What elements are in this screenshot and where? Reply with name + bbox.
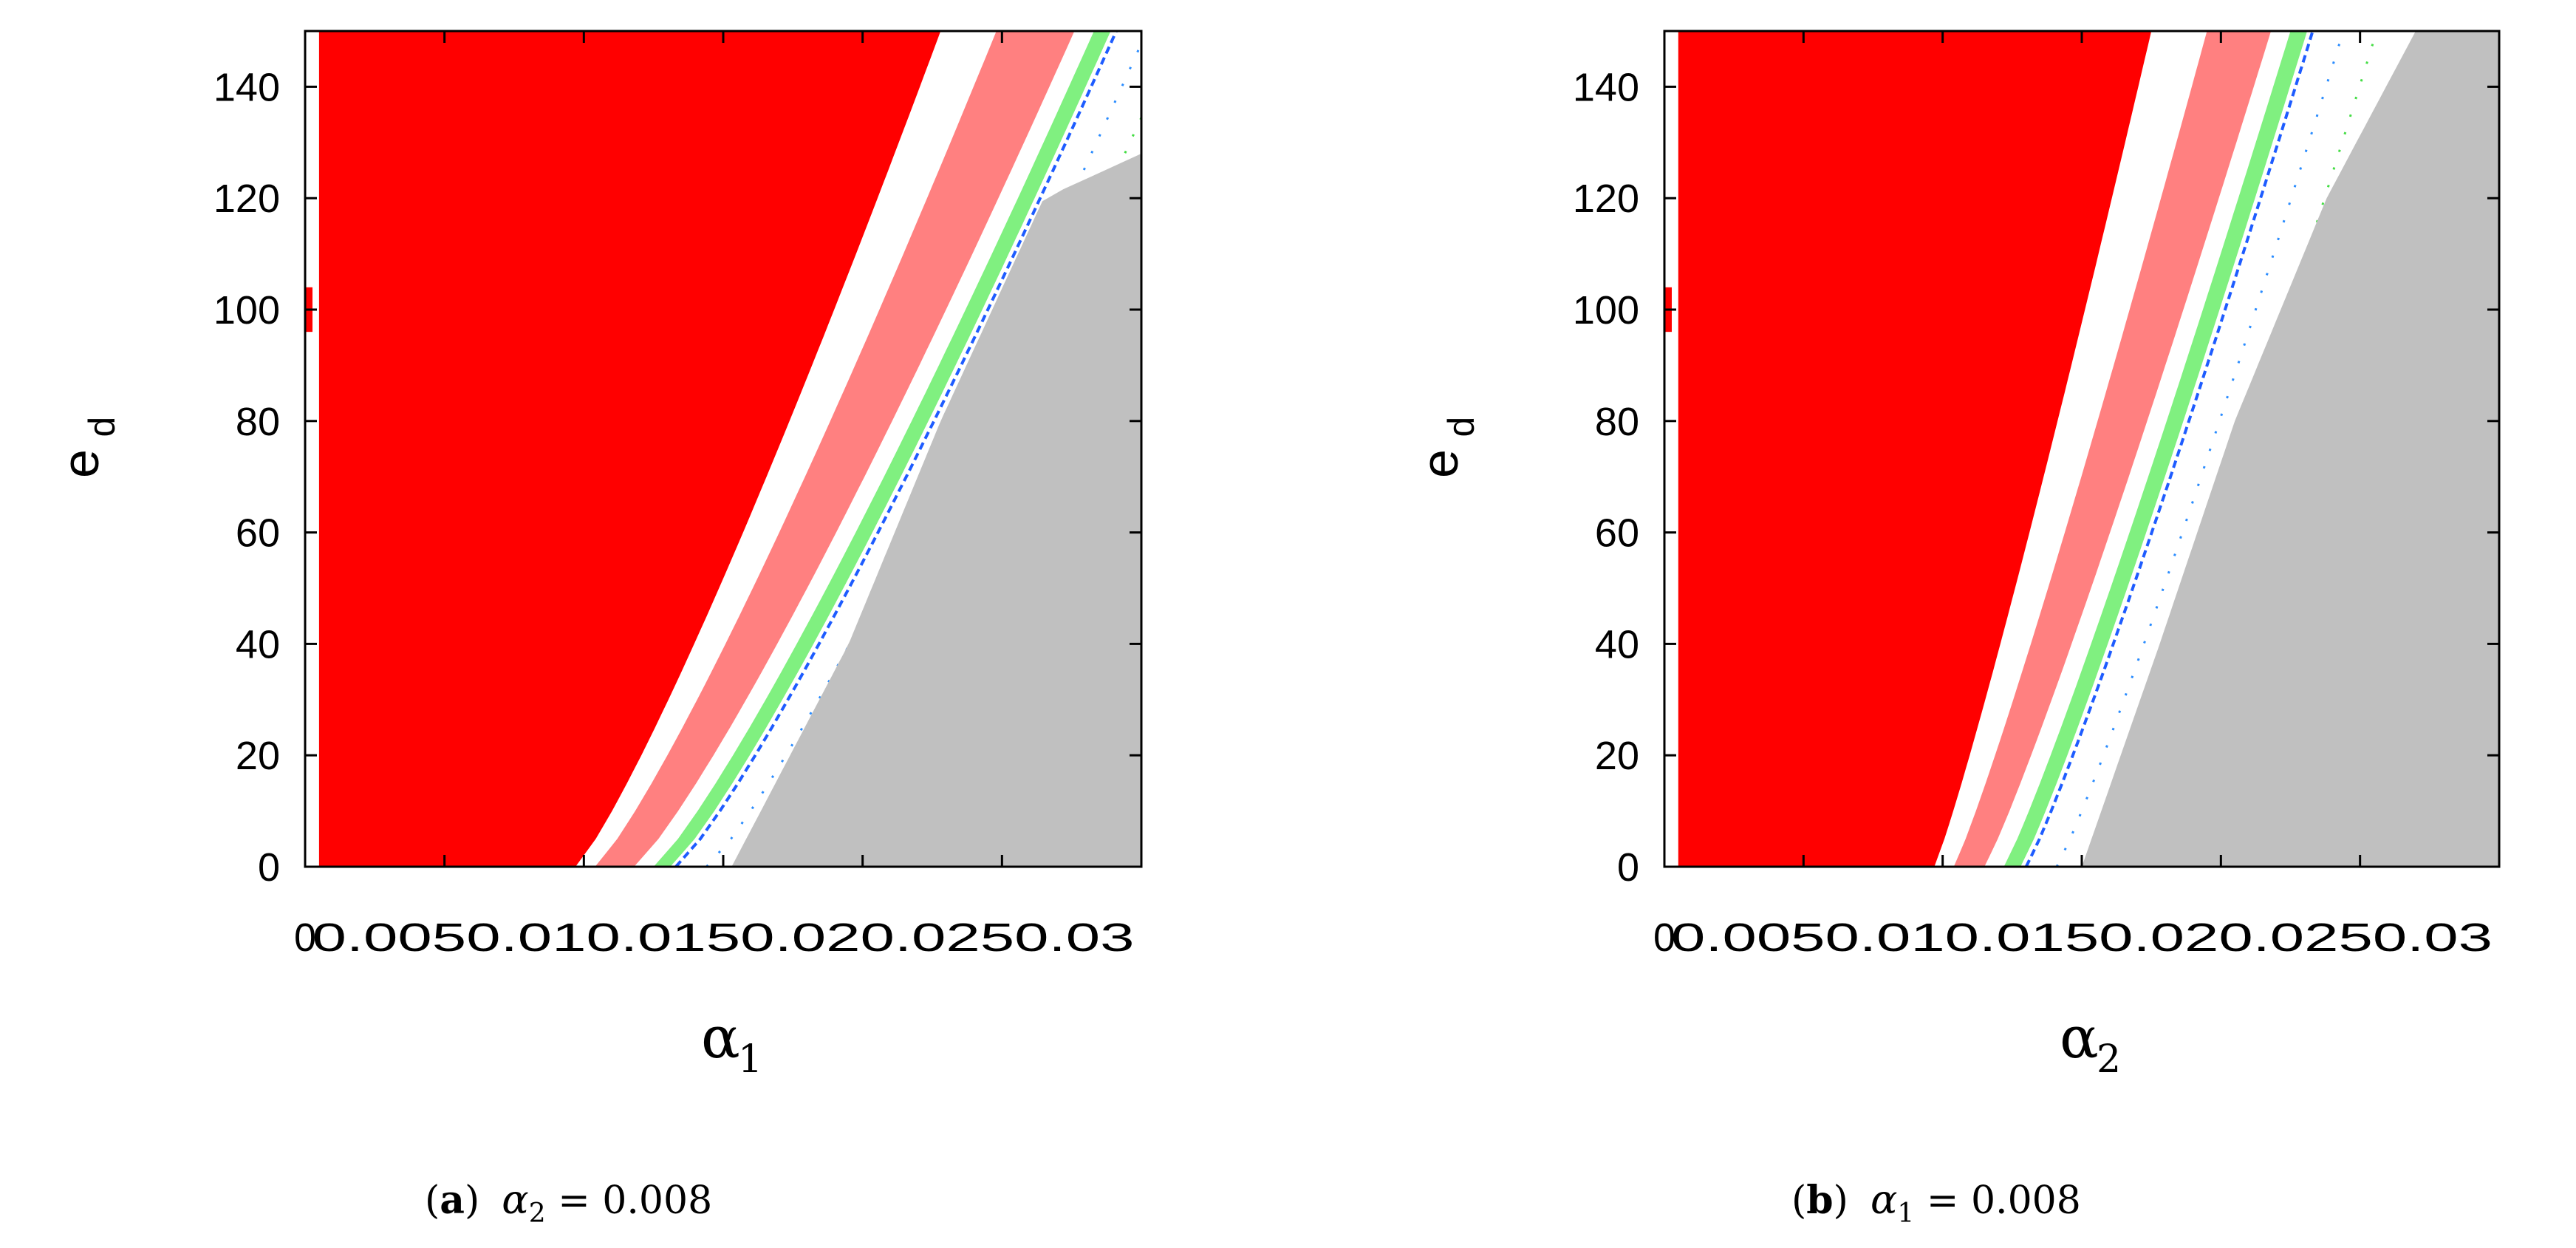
y-axis-label-sub: d [81, 417, 123, 437]
caption-letter: a [440, 1178, 465, 1223]
region-green [2003, 31, 2308, 867]
y-tick-label: 40 [236, 622, 280, 666]
panel-caption: (a) α2 = 0.008 [425, 1176, 712, 1229]
y-tick-label: 100 [213, 288, 280, 333]
y-tick-label: 0 [1617, 845, 1639, 890]
x-axis-label: α [701, 1005, 740, 1071]
x-axis-label-sub: 2 [2097, 1037, 2121, 1082]
y-tick-label: 80 [1595, 400, 1639, 444]
region-red [1678, 31, 2152, 867]
y-tick-label: 0 [258, 845, 280, 890]
caption-letter: b [1806, 1178, 1833, 1223]
x-tick-label: 0 [1653, 915, 1675, 960]
y-axis-label-sub: d [1441, 417, 1482, 437]
boundary-blue [2024, 31, 2314, 867]
y-tick-label: 20 [1595, 734, 1639, 778]
panel-b: 02040608010012014000.0050.010.0150.020.0… [1411, 30, 2501, 1229]
y-tick-label: 40 [1595, 622, 1639, 666]
y-axis-label: ed [1411, 417, 1482, 478]
region-grey [731, 153, 1141, 867]
caption-value: = 0.008 [546, 1179, 713, 1223]
y-tick-label: 120 [213, 177, 280, 221]
y-tick-label: 60 [236, 511, 280, 556]
y-tick-label: 120 [1573, 177, 1639, 221]
caption-var: α [1870, 1176, 1897, 1223]
plot-area-b [1664, 31, 2499, 867]
x-axis-label-sub: 1 [738, 1037, 762, 1082]
caption-sub: 2 [529, 1198, 546, 1229]
caption-sub: 1 [1897, 1198, 1914, 1229]
y-tick-label: 140 [1573, 65, 1639, 109]
y-axis-label-var: e [1411, 449, 1469, 478]
region-red [318, 31, 941, 867]
y-tick-label: 80 [236, 400, 280, 444]
caption-var: α [502, 1176, 528, 1223]
boundary-blue [674, 31, 1118, 867]
region-pink [1953, 31, 2272, 867]
x-tick-labels-rest: 0.0050.010.0150.020.0250.03 [1671, 915, 2493, 960]
region-grey [2082, 31, 2499, 867]
x-tick-label: 0 [294, 915, 316, 960]
region-green [653, 31, 1111, 867]
region-pink [595, 31, 1075, 867]
panel-a: 02040608010012014000.0050.010.0150.020.0… [52, 30, 1143, 1229]
y-axis-label-var: e [52, 449, 109, 478]
y-tick-label: 20 [236, 734, 280, 778]
scatter-dots-0 [2055, 31, 2345, 867]
y-axis-label: ed [52, 417, 123, 478]
y-tick-label: 100 [1573, 288, 1639, 333]
panel-caption: (b) α1 = 0.008 [1791, 1176, 2081, 1229]
x-axis-label: α [2060, 1005, 2099, 1071]
x-tick-labels-rest: 0.0050.010.0150.020.0250.03 [312, 915, 1135, 960]
y-tick-label: 140 [213, 65, 280, 109]
plot-area-a [305, 31, 1141, 867]
y-tick-label: 60 [1595, 511, 1639, 556]
caption-value: = 0.008 [1914, 1179, 2081, 1223]
